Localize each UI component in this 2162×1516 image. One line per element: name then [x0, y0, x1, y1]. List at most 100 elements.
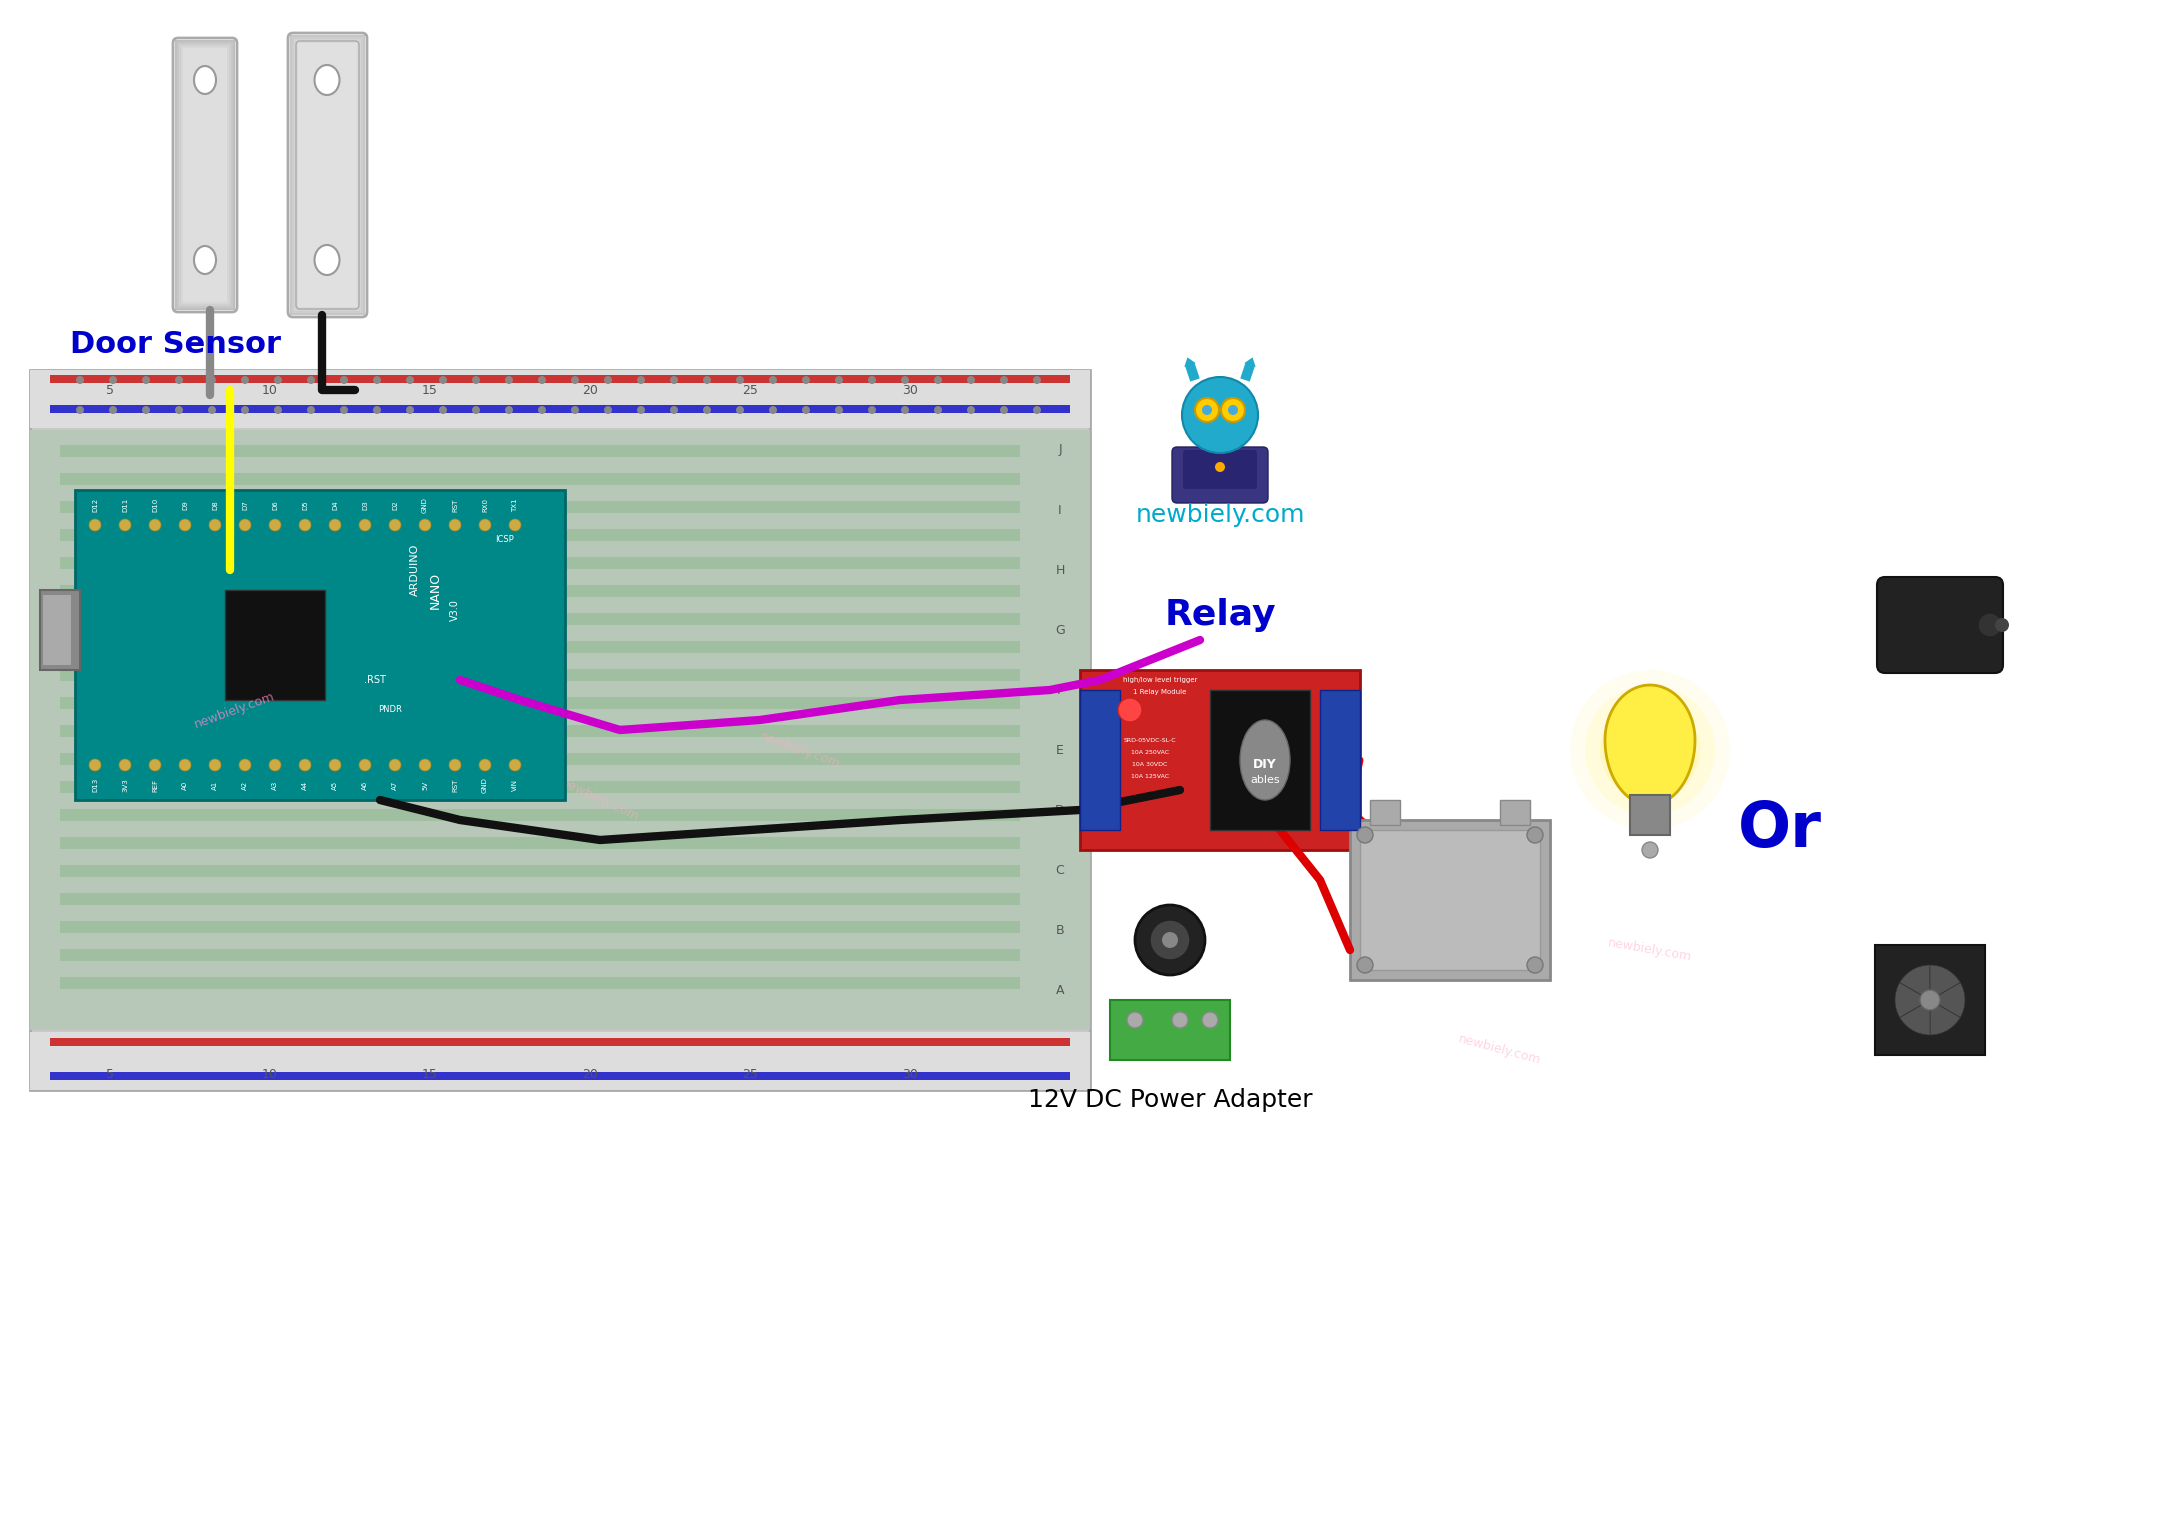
Ellipse shape — [195, 67, 216, 94]
Bar — [1081, 690, 1120, 829]
Circle shape — [119, 760, 132, 772]
Circle shape — [1135, 905, 1204, 975]
Text: Door Sensor: Door Sensor — [69, 330, 281, 359]
Bar — [1349, 820, 1550, 979]
Circle shape — [1118, 697, 1142, 722]
Text: A: A — [1055, 984, 1064, 996]
Circle shape — [770, 406, 776, 414]
Bar — [1630, 794, 1669, 835]
Bar — [50, 1038, 1070, 1046]
Bar — [61, 949, 1020, 961]
Bar — [61, 697, 1020, 709]
Circle shape — [1358, 957, 1373, 973]
Text: D: D — [1055, 803, 1066, 817]
Text: I: I — [1057, 503, 1062, 517]
Text: ables: ables — [1250, 775, 1280, 785]
Bar — [1211, 690, 1310, 829]
Circle shape — [471, 376, 480, 384]
Circle shape — [208, 376, 216, 384]
Wedge shape — [1896, 982, 1931, 1017]
Circle shape — [89, 760, 102, 772]
Circle shape — [966, 406, 975, 414]
Text: D4: D4 — [333, 500, 337, 509]
Text: GND: GND — [422, 497, 428, 512]
Text: D12: D12 — [93, 497, 97, 512]
Text: 10: 10 — [262, 1069, 279, 1081]
Circle shape — [119, 518, 132, 531]
Bar — [30, 1032, 1090, 1063]
Bar — [177, 42, 233, 308]
Circle shape — [506, 376, 512, 384]
Bar — [30, 400, 1090, 428]
Bar — [61, 669, 1020, 681]
Circle shape — [1641, 841, 1658, 858]
Bar — [179, 44, 231, 306]
Text: D10: D10 — [151, 497, 158, 512]
Text: 25: 25 — [742, 384, 759, 397]
Text: newbiely.com: newbiely.com — [1606, 937, 1693, 964]
Text: 25: 25 — [742, 1069, 759, 1081]
Bar — [61, 556, 1020, 568]
Circle shape — [902, 406, 908, 414]
Text: 1 Relay Module: 1 Relay Module — [1133, 688, 1187, 694]
Circle shape — [480, 760, 491, 772]
Text: 30: 30 — [902, 384, 919, 397]
Text: A7: A7 — [391, 781, 398, 790]
Circle shape — [419, 760, 430, 772]
Text: newbiely.com: newbiely.com — [1135, 503, 1304, 528]
Circle shape — [268, 518, 281, 531]
Bar — [61, 446, 1020, 456]
Circle shape — [1196, 399, 1219, 421]
Circle shape — [240, 760, 251, 772]
Circle shape — [670, 376, 679, 384]
Circle shape — [1033, 376, 1040, 384]
Circle shape — [703, 406, 711, 414]
Text: PNDR: PNDR — [378, 705, 402, 714]
Circle shape — [450, 518, 461, 531]
Circle shape — [1126, 1013, 1144, 1028]
Bar — [1874, 944, 1985, 1055]
Circle shape — [275, 406, 281, 414]
Text: 10A 30VDC: 10A 30VDC — [1133, 761, 1167, 767]
Bar — [30, 1063, 1090, 1090]
FancyBboxPatch shape — [1172, 447, 1267, 503]
Circle shape — [506, 406, 512, 414]
Text: VIN: VIN — [512, 779, 519, 791]
Circle shape — [670, 406, 679, 414]
Circle shape — [240, 376, 249, 384]
Bar — [61, 837, 1020, 849]
Bar — [61, 893, 1020, 905]
Circle shape — [1001, 376, 1007, 384]
Circle shape — [210, 518, 221, 531]
Circle shape — [835, 376, 843, 384]
Circle shape — [108, 376, 117, 384]
Text: A0: A0 — [182, 781, 188, 790]
Bar — [61, 976, 1020, 988]
Bar — [50, 405, 1070, 412]
Circle shape — [1172, 1013, 1187, 1028]
Text: C: C — [1055, 864, 1064, 876]
Circle shape — [902, 376, 908, 384]
Circle shape — [240, 406, 249, 414]
Text: H: H — [1055, 564, 1064, 576]
Text: 5: 5 — [106, 1069, 115, 1081]
Text: REF: REF — [151, 778, 158, 791]
Circle shape — [179, 760, 190, 772]
Circle shape — [638, 406, 644, 414]
Circle shape — [1161, 932, 1178, 948]
Text: newbiely.com: newbiely.com — [1457, 1032, 1544, 1067]
Circle shape — [298, 518, 311, 531]
Circle shape — [275, 376, 281, 384]
Text: A5: A5 — [333, 781, 337, 790]
Ellipse shape — [313, 65, 339, 96]
Circle shape — [735, 406, 744, 414]
Text: 30: 30 — [902, 1069, 919, 1081]
Circle shape — [359, 760, 372, 772]
Circle shape — [359, 518, 372, 531]
Text: V3.0: V3.0 — [450, 599, 461, 622]
Bar — [1371, 800, 1401, 825]
Bar — [61, 781, 1020, 793]
Circle shape — [1996, 619, 2008, 632]
Text: A2: A2 — [242, 781, 249, 790]
Bar — [61, 500, 1020, 512]
